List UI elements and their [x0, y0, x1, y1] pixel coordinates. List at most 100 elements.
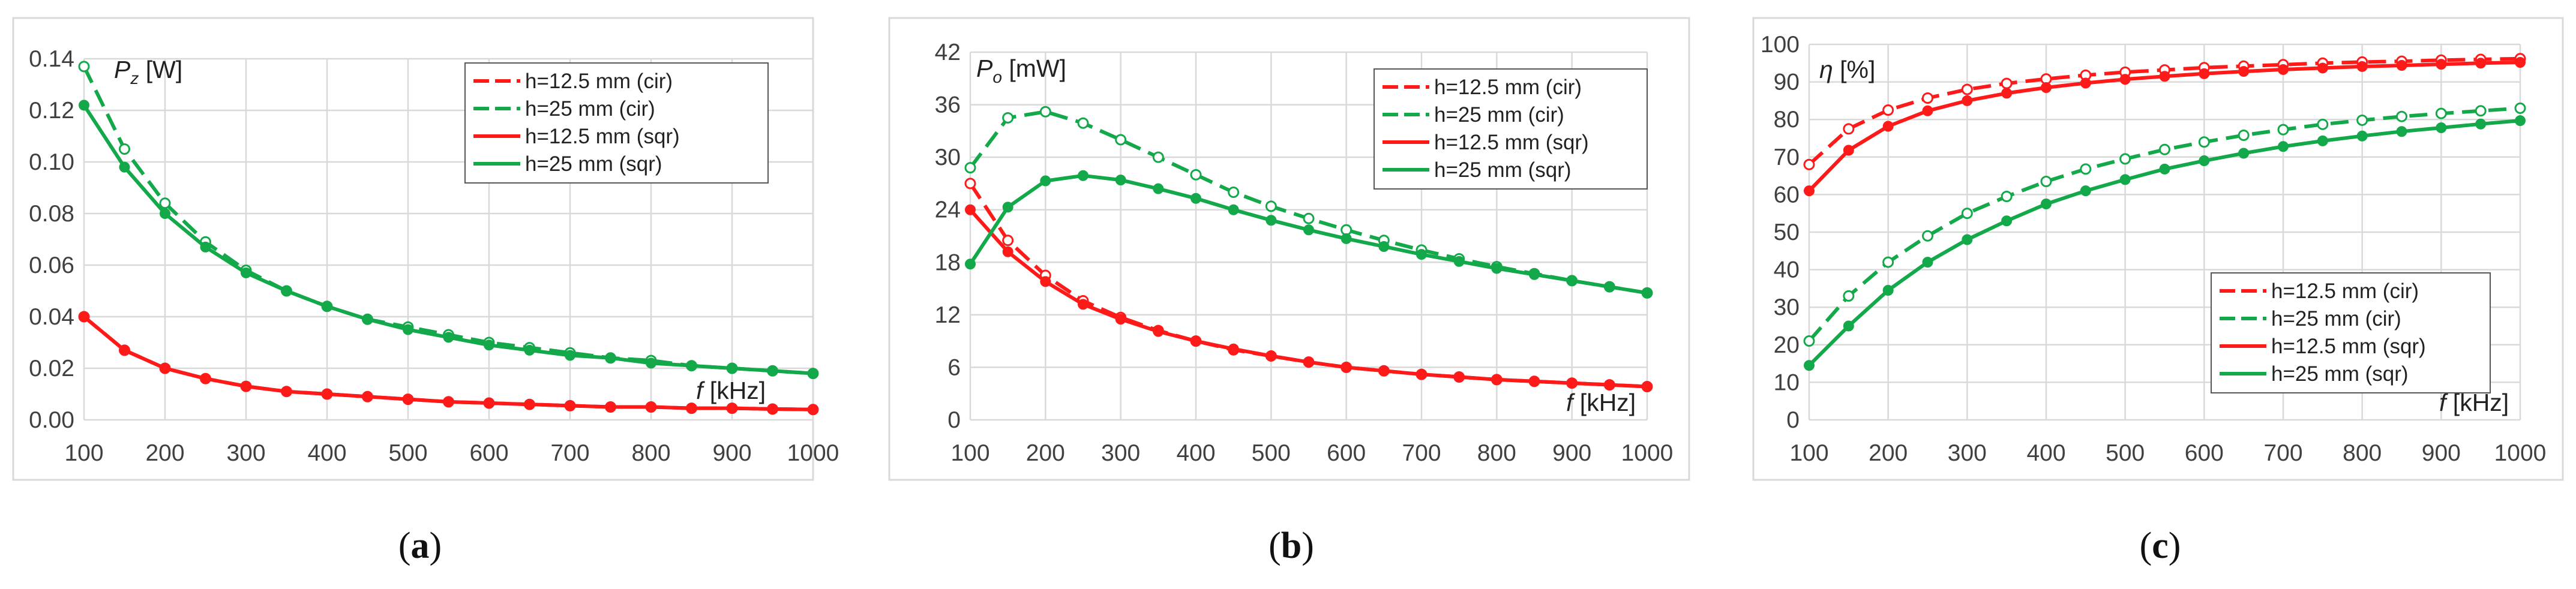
y-tick-label: 36 — [935, 92, 961, 118]
x-tick-label: 400 — [1176, 440, 1215, 466]
data-point — [2001, 191, 2013, 203]
legend-label: h=12.5 mm (sqr) — [1434, 131, 1589, 154]
data-point — [1961, 83, 1973, 95]
data-point — [1002, 202, 1013, 213]
data-point — [1962, 234, 1973, 245]
data-point — [2080, 77, 2091, 89]
x-tick-label: 500 — [2106, 440, 2145, 466]
data-point — [160, 363, 170, 374]
data-point — [1843, 290, 1855, 302]
data-point — [2475, 105, 2487, 117]
data-point — [1115, 134, 1127, 146]
data-point — [403, 324, 413, 335]
x-tick-label: 600 — [469, 440, 508, 466]
data-point — [119, 161, 130, 173]
x-tick-label: 100 — [64, 440, 103, 466]
data-point — [322, 389, 332, 399]
panel-b: 0 6 12 18 24 30 36 42 100 200 300 400 500 600 700 800 90… — [888, 17, 1690, 566]
data-point — [2317, 62, 2328, 74]
data-point — [1190, 193, 1201, 204]
data-point — [965, 259, 976, 270]
data-point — [1566, 377, 1578, 389]
data-point — [2159, 71, 2170, 82]
data-point — [605, 401, 616, 413]
legend-label: h=25 mm (cir) — [2271, 307, 2401, 330]
y-tick-label: 50 — [1774, 220, 1800, 245]
data-point — [2475, 118, 2487, 130]
data-point — [200, 241, 211, 253]
data-point — [2041, 82, 2052, 93]
data-point — [1265, 200, 1277, 212]
data-point — [1378, 365, 1390, 377]
y-tick-label: 10 — [1774, 369, 1800, 395]
data-point — [1078, 299, 1088, 310]
x-tick-label: 100 — [1789, 440, 1828, 466]
legend-label: h=12.5 mm (sqr) — [2271, 335, 2426, 358]
data-point — [443, 332, 454, 343]
data-point — [1604, 379, 1615, 390]
data-point — [1303, 356, 1314, 368]
x-axis-label: f [kHz] — [696, 377, 766, 404]
data-point — [2436, 122, 2447, 133]
data-point — [1491, 263, 1503, 274]
data-point — [1002, 246, 1013, 257]
data-point — [2356, 61, 2368, 72]
data-point — [727, 363, 737, 374]
x-tick-label: 600 — [2185, 440, 2224, 466]
x-tick-label: 700 — [550, 440, 589, 466]
legend-label: h=12.5 mm (cir) — [2271, 280, 2419, 303]
x-tick-label: 700 — [1402, 440, 1441, 466]
data-point — [1039, 106, 1051, 118]
data-point — [1882, 285, 1894, 296]
data-point — [119, 344, 130, 356]
y-tick-label: 0.12 — [29, 98, 74, 124]
data-point — [2515, 57, 2526, 68]
data-point — [2277, 124, 2289, 136]
data-point — [808, 404, 818, 415]
data-point — [2041, 199, 2052, 210]
data-point — [1922, 257, 1933, 268]
data-point — [1303, 224, 1314, 236]
y-tick-label: 42 — [935, 40, 961, 65]
data-point — [2198, 136, 2210, 148]
y-tick-label: 0.08 — [29, 201, 74, 227]
data-point — [524, 399, 535, 410]
x-tick-label: 400 — [2026, 440, 2065, 466]
data-point — [443, 396, 454, 407]
data-point — [2199, 155, 2210, 167]
data-point — [1566, 275, 1578, 286]
data-point — [1882, 104, 1894, 116]
data-point — [1303, 212, 1315, 224]
data-point — [1040, 175, 1051, 187]
data-point — [1078, 170, 1088, 181]
y-tick-label: 0 — [1786, 407, 1800, 433]
data-point — [1228, 343, 1239, 354]
data-point — [1265, 215, 1277, 226]
legend-label: h=25 mm (sqr) — [2271, 362, 2409, 386]
data-point — [767, 365, 778, 377]
data-point — [322, 300, 332, 312]
data-point — [1190, 335, 1201, 347]
data-point — [362, 391, 373, 402]
x-tick-label: 800 — [631, 440, 670, 466]
data-point — [1265, 350, 1277, 362]
legend-label: h=12.5 mm (cir) — [1434, 76, 1582, 99]
x-axis-label: f [kHz] — [1566, 389, 1636, 416]
y-tick-label: 0.10 — [29, 149, 74, 175]
data-point — [1040, 276, 1051, 287]
data-point — [2119, 74, 2131, 85]
data-point — [2080, 185, 2091, 197]
y-tick-label: 30 — [935, 145, 961, 170]
data-point — [1922, 230, 1933, 242]
data-point — [686, 360, 697, 371]
data-point — [2356, 114, 2368, 126]
x-tick-label: 200 — [1869, 440, 1908, 466]
data-point — [1453, 371, 1465, 383]
data-point — [2001, 77, 2013, 89]
data-point — [524, 344, 535, 356]
data-point — [1604, 281, 1615, 293]
data-point — [200, 373, 211, 384]
panel-caption: (b) — [1268, 525, 1314, 566]
y-tick-label: 30 — [1774, 294, 1800, 320]
